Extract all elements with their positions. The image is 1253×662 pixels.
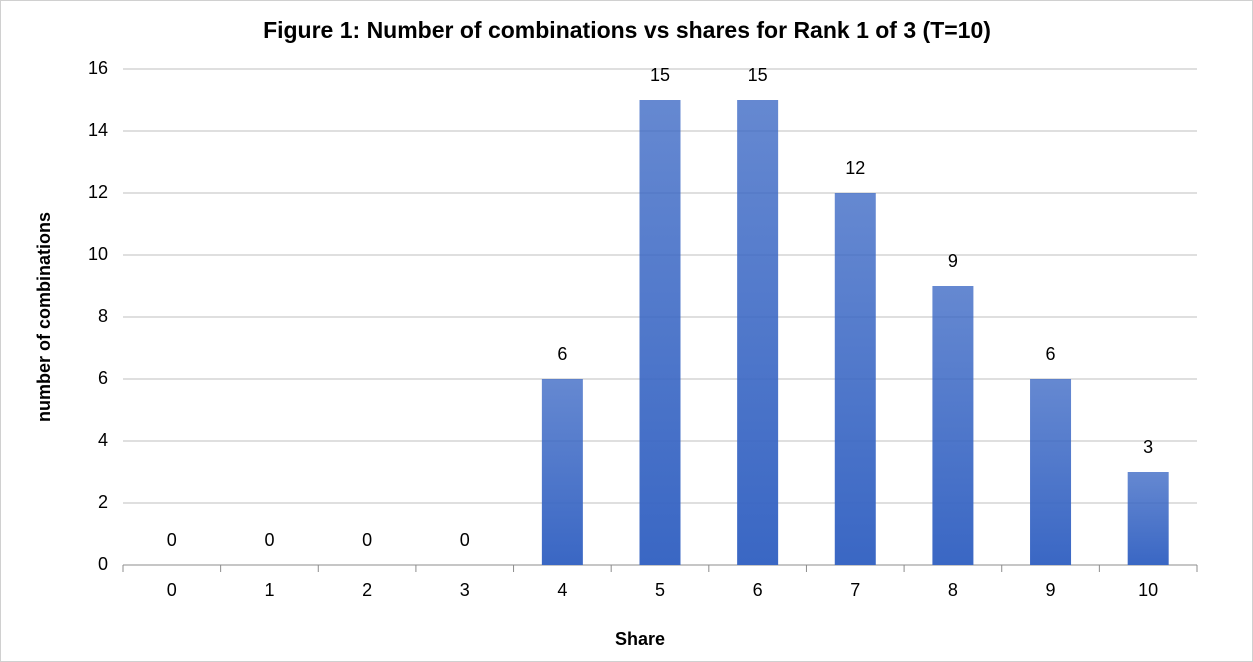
data-label: 15 [650, 65, 670, 85]
y-axis-title: number of combinations [34, 212, 54, 422]
y-tick-label: 6 [98, 368, 108, 388]
x-tick-label: 5 [655, 580, 665, 600]
y-tick-label: 12 [88, 182, 108, 202]
y-tick-label: 0 [98, 554, 108, 574]
y-tick-label: 4 [98, 430, 108, 450]
data-label: 0 [460, 530, 470, 550]
data-label: 6 [557, 344, 567, 364]
x-tick-label: 1 [264, 580, 274, 600]
data-label: 15 [748, 65, 768, 85]
data-label: 6 [1046, 344, 1056, 364]
x-tick-label: 8 [948, 580, 958, 600]
data-label: 0 [167, 530, 177, 550]
x-tick-label: 9 [1046, 580, 1056, 600]
bar [932, 286, 974, 565]
x-tick-label: 0 [167, 580, 177, 600]
bar [1030, 379, 1072, 565]
bar [639, 100, 681, 565]
data-label: 9 [948, 251, 958, 271]
x-tick-label: 2 [362, 580, 372, 600]
y-tick-label: 16 [88, 58, 108, 78]
x-tick-label: 7 [850, 580, 860, 600]
data-label: 12 [845, 158, 865, 178]
y-tick-label: 14 [88, 120, 108, 140]
y-tick-label: 8 [98, 306, 108, 326]
y-tick-label: 2 [98, 492, 108, 512]
bar [1127, 472, 1169, 565]
bar [834, 193, 876, 565]
data-label: 3 [1143, 437, 1153, 457]
x-tick-label: 3 [460, 580, 470, 600]
chart-title: Figure 1: Number of combinations vs shar… [263, 17, 991, 43]
data-label: 0 [362, 530, 372, 550]
bar [541, 379, 583, 565]
bar [737, 100, 779, 565]
x-tick-label: 6 [753, 580, 763, 600]
x-tick-label: 10 [1138, 580, 1158, 600]
x-axis-title: Share [615, 629, 665, 649]
data-label: 0 [264, 530, 274, 550]
y-tick-label: 10 [88, 244, 108, 264]
x-tick-label: 4 [557, 580, 567, 600]
